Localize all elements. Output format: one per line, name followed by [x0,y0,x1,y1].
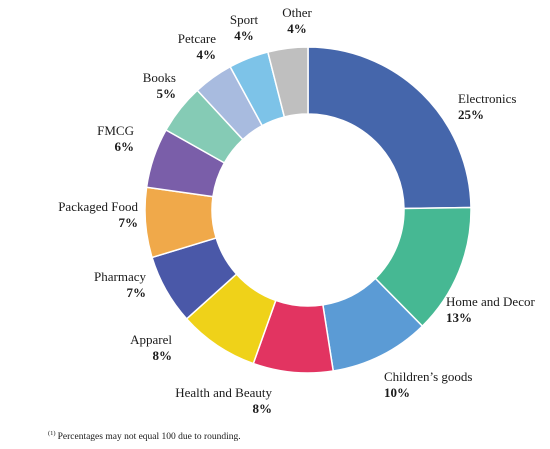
label-apparel: Apparel [130,332,172,347]
label-pharmacy: Pharmacy [94,269,146,284]
value-health-and-beauty: 8% [253,401,273,416]
footnote: (1) Percentages may not equal 100 due to … [48,430,241,442]
label-books: Books [143,70,176,85]
label-sport: Sport [230,12,259,27]
label-petcare: Petcare [178,31,216,46]
label-health-and-beauty: Health and Beauty [175,385,272,400]
value-apparel: 8% [153,348,173,363]
value-pharmacy: 7% [127,285,147,300]
value-childrens-goods: 10% [384,385,410,400]
slice-other [266,46,309,118]
value-packaged-food: 7% [119,215,139,230]
slice-electronics [307,46,472,210]
value-electronics: 25% [458,107,484,122]
label-fmcg: FMCG [97,123,134,138]
value-fmcg: 6% [115,139,135,154]
value-sport: 4% [234,28,254,43]
donut-slices [144,46,472,374]
label-home-and-decor: Home and Decor [446,294,535,309]
footnote-marker: (1) [48,430,56,437]
label-packaged-food: Packaged Food [58,199,138,214]
value-petcare: 4% [197,47,217,62]
label-other: Other [282,5,312,20]
label-childrens-goods: Children’s goods [384,369,472,384]
label-electronics: Electronics [458,91,516,106]
value-home-and-decor: 13% [446,310,472,325]
value-other: 4% [287,21,307,36]
footnote-text: Percentages may not equal 100 due to rou… [57,432,241,442]
value-books: 5% [157,86,177,101]
